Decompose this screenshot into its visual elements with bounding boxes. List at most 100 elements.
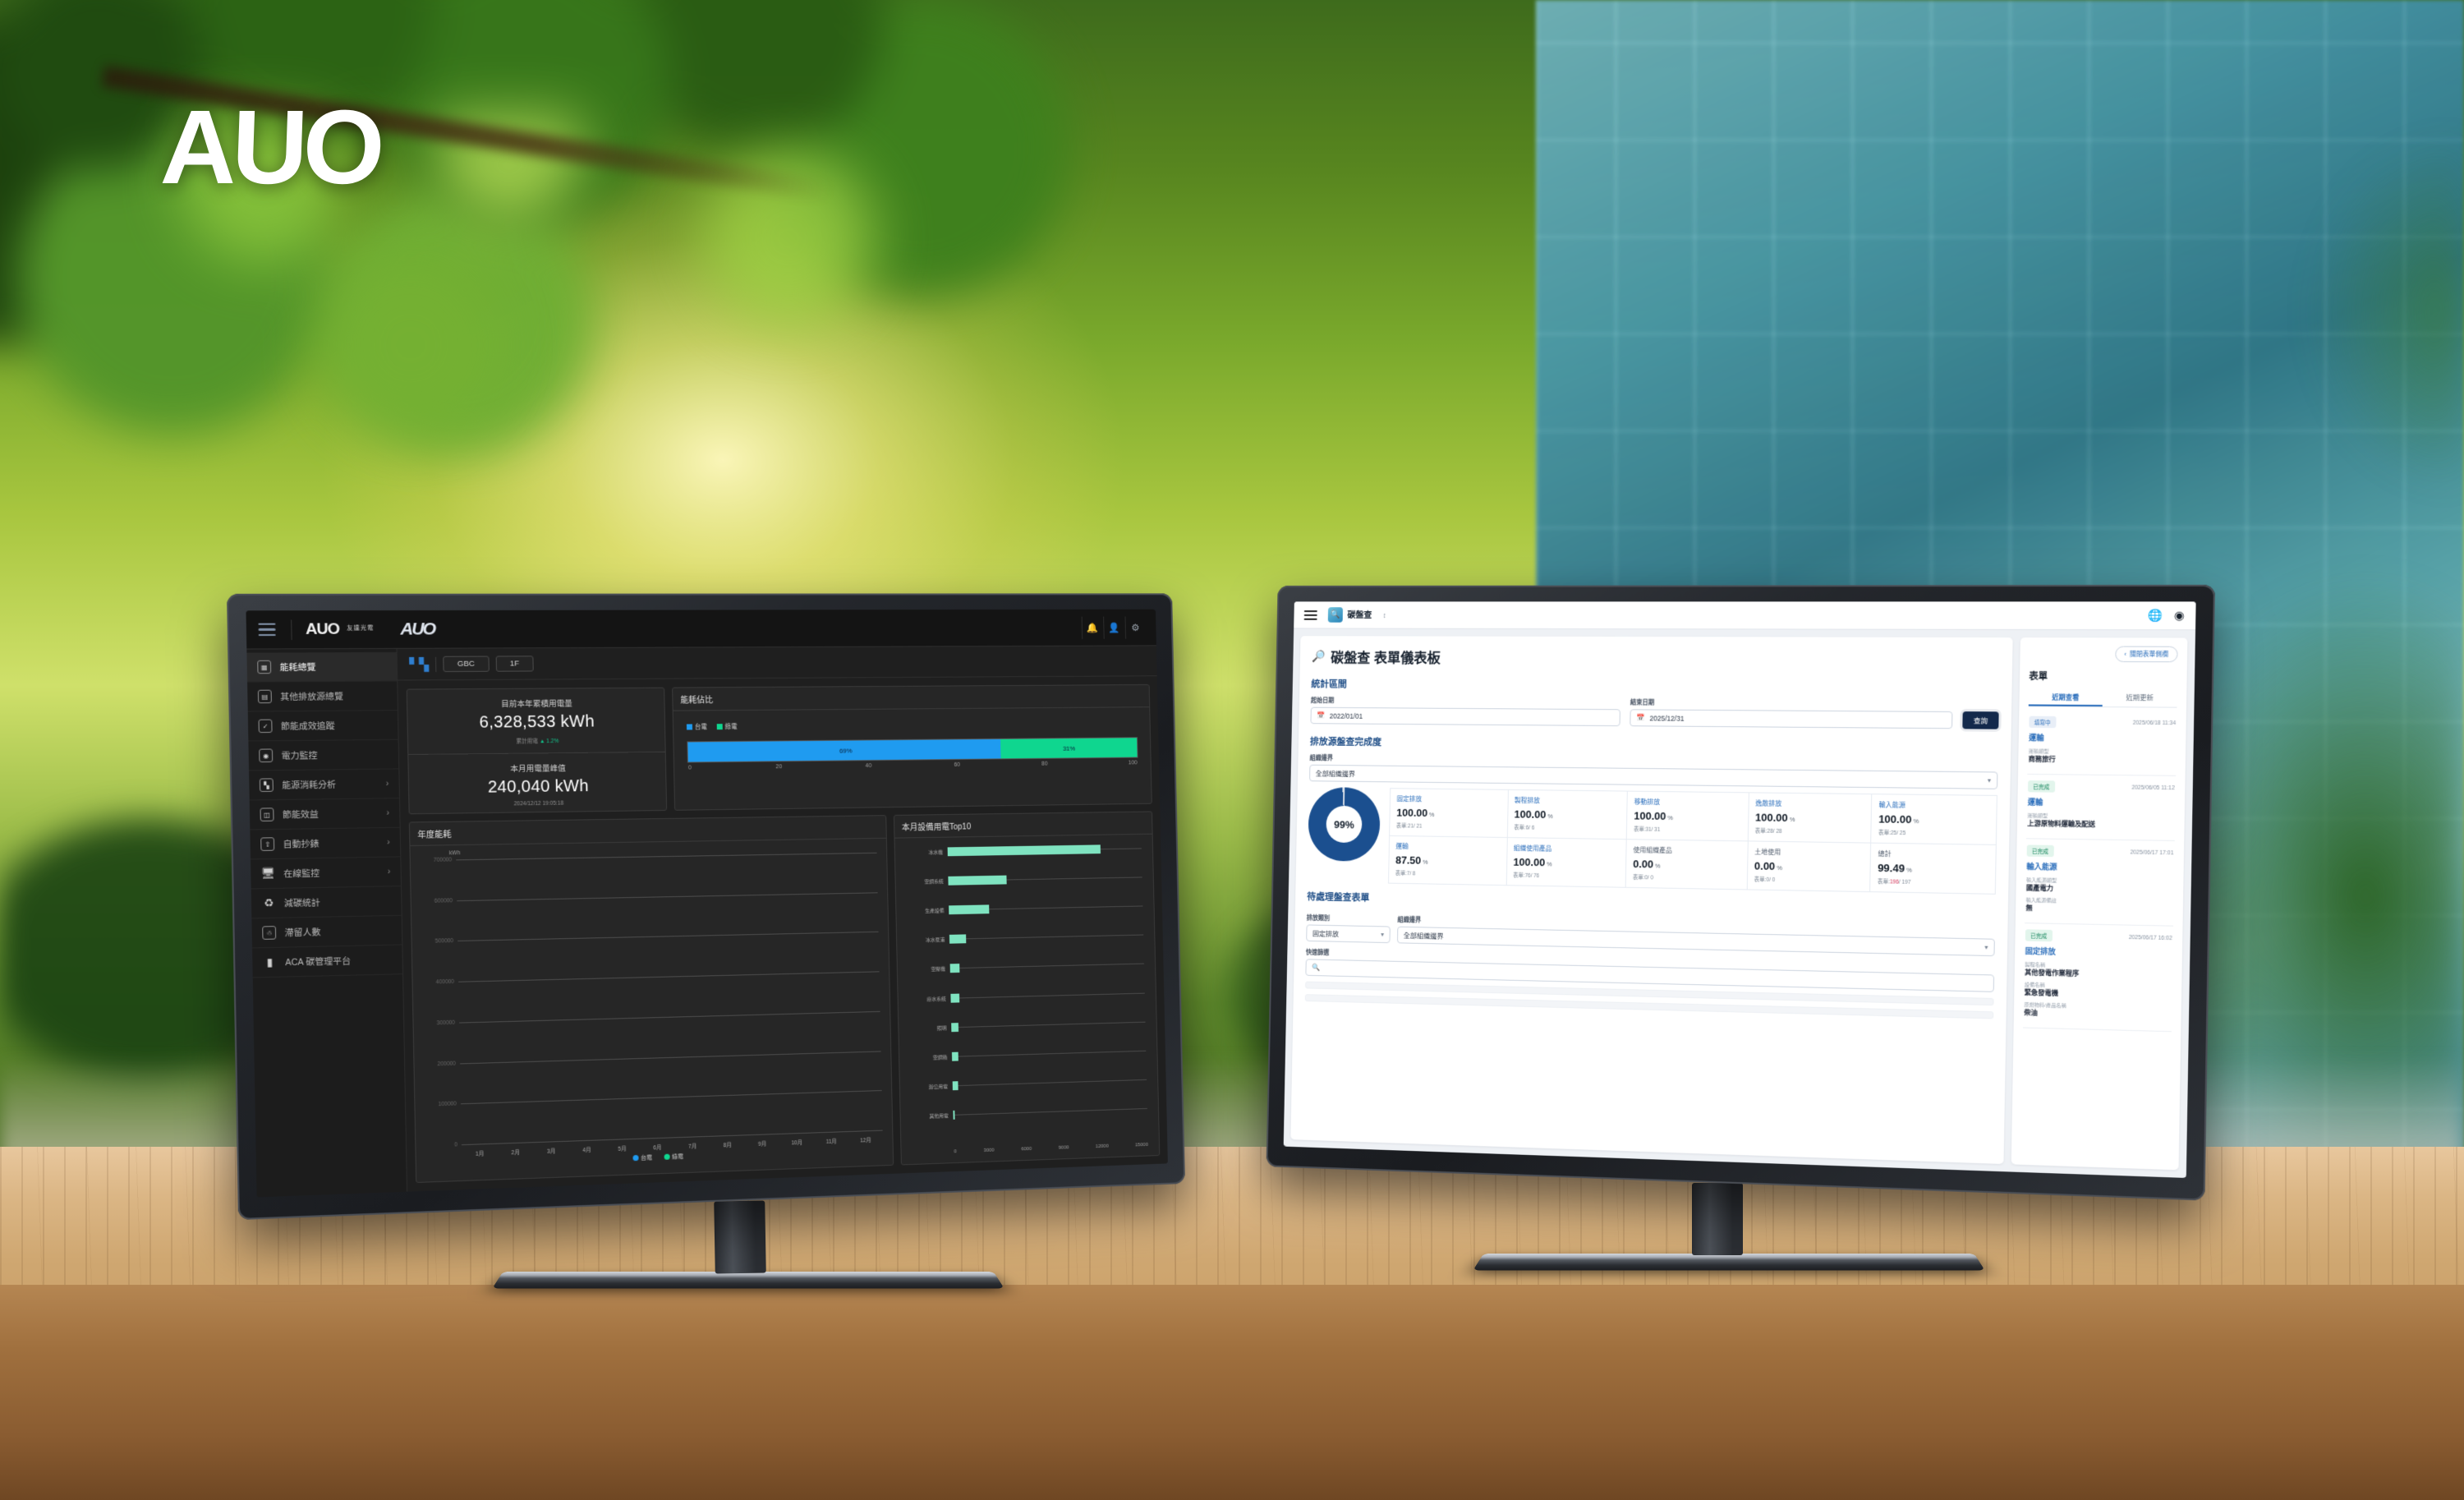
emission-category-select[interactable]: 固定排放 ▾	[1306, 924, 1391, 944]
annual-consumption-card: 年度能耗 kWh 0 100000 200000 300000 400000 500000…	[408, 815, 894, 1184]
tab-recent-updated[interactable]: 近期更新	[2126, 693, 2154, 702]
donut-value: 99%	[1333, 817, 1354, 831]
start-date-input[interactable]: 📅 2022/01/01	[1310, 706, 1620, 727]
h-bar-row: 冰水機	[929, 844, 1142, 877]
timestamp: 2025/06/18 11:34	[2132, 720, 2177, 726]
stat-count: 表單:6/ 6	[1514, 825, 1535, 831]
carbon-topbar: 🔍 碳盤查 ↕ 🌐 ◉	[1294, 601, 2196, 631]
sidebar-item-energy-overview[interactable]: ▦ 能耗總覽	[246, 651, 398, 683]
sidebar-item-aca-platform[interactable]: ▮ ACA 碳管理平台	[252, 945, 403, 978]
sidebar-item-occupancy[interactable]: ☃ 滯留人數	[251, 915, 402, 949]
h-bar	[949, 904, 990, 915]
list-item[interactable]: 已完成 2025/06/05 11:12 運輸 運輸類型 上游原物料運輸及配送	[2025, 774, 2177, 841]
left-monitor-stand-base	[492, 1271, 1004, 1289]
breadcrumb-floor[interactable]: 1F	[495, 656, 534, 672]
bar-group: 11月	[814, 1132, 848, 1145]
chevron-right-icon: ›	[387, 867, 391, 877]
globe-icon[interactable]: 🌐	[2147, 608, 2163, 622]
forms-side-panel: ‹ 關閉表單側欄 表單 近期查看 近期更新 填寫中 2025/06/18 11:3…	[2011, 637, 2188, 1171]
kpi-title: 本月用電量峰值	[510, 764, 566, 775]
stat-label: 運輸	[1395, 842, 1409, 850]
sidebar-item-carbon-reduction[interactable]: ♻ 減碳統計	[251, 886, 402, 919]
kpi-value: 240,040 kWh	[487, 776, 590, 797]
sidebar-item-power-monitor[interactable]: ◉ 電力監控	[248, 739, 399, 771]
breadcrumb-site[interactable]: GBC	[443, 656, 490, 673]
y-tick-label: 其他用電	[929, 1113, 949, 1120]
bell-icon[interactable]: 🔔	[1081, 616, 1102, 639]
user-icon[interactable]: 👤	[1103, 616, 1124, 639]
x-tick-label: 1月	[475, 1151, 485, 1157]
form-field: 原燃物料/產品名稱 柴油	[2024, 1001, 2171, 1021]
hamburger-icon[interactable]	[1303, 610, 1317, 620]
y-tick-label: 500000	[434, 937, 454, 945]
tab-recent-viewed[interactable]: 近期查看	[2029, 688, 2103, 706]
list-item[interactable]: 已完成 2025/06/17 16:02 固定排放 製程名稱 其他發電作業程序 設備名稱緊…	[2022, 923, 2173, 1033]
annual-plot-area: 0 100000 200000 300000 400000 500000 600000 700…	[434, 852, 883, 1157]
up-down-caret-icon[interactable]: ↕	[1382, 610, 1386, 619]
bar-group: 1月	[462, 1144, 498, 1157]
list-item[interactable]: 填寫中 2025/06/18 11:34 運輸 運輸類型 商務旅行	[2027, 710, 2177, 776]
x-tick-label: 15000	[1135, 1142, 1148, 1148]
form-field: 輸入能源類型 國產電力	[2026, 876, 2173, 895]
start-date-label: 起始日期	[1310, 697, 1335, 705]
chevron-left-icon: ‹	[2124, 650, 2126, 658]
bar-group: 12月	[848, 1130, 883, 1143]
sidebar-item-saving-tracking[interactable]: ✓ 節能成效追蹤	[247, 711, 398, 742]
table-icon: ▤	[257, 689, 272, 704]
hamburger-icon[interactable]	[258, 623, 276, 637]
h-bar	[952, 1080, 958, 1091]
timestamp: 2025/06/05 11:12	[2131, 785, 2175, 791]
end-date-label: 結束日期	[1630, 698, 1655, 706]
ems-dashboard: AUO 友達光電 AUO 🔔 👤 ⚙ ▦ 能耗總覽 ▤	[246, 609, 1168, 1198]
page-title: 🔎 碳盤查 表單儀表板	[1312, 646, 2000, 669]
h-bar	[948, 875, 1008, 886]
x-tick-label: 9月	[758, 1141, 767, 1148]
x-tick-label: 12000	[1095, 1143, 1109, 1150]
top10-plot-area: 冰水機 空調系統 生產設備 冰水泵浦 空壓機 廢水系統 照明 空調箱 辦公用電 其他用電	[924, 844, 1148, 1140]
x-tick-label: 7月	[688, 1143, 697, 1150]
sidebar-item-label: 在線監控	[283, 867, 320, 879]
end-date-input[interactable]: 📅 2025/12/31	[1630, 709, 1953, 729]
auo-logo: AUO	[159, 89, 382, 206]
x-tick-label: 0	[954, 1149, 957, 1155]
ems-topbar: AUO 友達光電 AUO 🔔 👤 ⚙	[246, 609, 1156, 650]
y-tick-label: 空調箱	[932, 1055, 948, 1061]
recycle-icon: ♻	[263, 896, 274, 909]
gridline	[952, 1050, 1147, 1057]
account-circle-icon[interactable]: ◉	[2173, 608, 2185, 623]
completion-donut-chart: 99%	[1308, 786, 1381, 862]
gear-icon[interactable]: ⚙	[1124, 615, 1146, 639]
sidebar-item-other-sources[interactable]: ▤ 其他排放源總覽	[247, 681, 398, 712]
query-button[interactable]: 查詢	[1962, 711, 1999, 729]
sidebar-item-auto-meter[interactable]: ⇧ 自動抄錶 ›	[250, 827, 401, 860]
ratio-segment-taipower: 69%	[687, 738, 1001, 762]
grid-icon: ▦	[257, 660, 272, 674]
y-tick-label: 冰水機	[928, 850, 944, 856]
sidebar-item-consumption-analysis[interactable]: ▚ 能源消耗分析 ›	[249, 769, 399, 801]
gridline	[949, 934, 1144, 941]
boundary-select[interactable]: 全部組織邊界 ▾	[1309, 764, 1998, 789]
date-range-row: 起始日期 📅 2022/01/01 結束日期 📅 2025/12/31	[1310, 696, 1999, 729]
sidebar-item-online-monitor[interactable]: 🖥 在線監控 ›	[251, 857, 401, 890]
sidebar-item-label: 自動抄錶	[283, 838, 319, 849]
stat-label: 使用組織產品	[1633, 846, 1672, 854]
stat-value: 100.00 %	[1634, 809, 1674, 822]
section-title-completion: 排放源盤查完成度	[1309, 737, 1382, 748]
sidebar-item-saving-benefit[interactable]: ◫ 節能效益 ›	[249, 798, 400, 831]
breadcrumb: ▘▚ GBC 1F	[397, 646, 1157, 681]
form-category: 運輸	[2029, 734, 2044, 743]
stat-count: 表單:28/ 28	[1754, 828, 1782, 835]
chevron-down-icon: ▾	[1381, 931, 1385, 939]
monitor-icon: 🖥	[260, 867, 276, 880]
sidebar-item-label: 滯留人數	[284, 927, 321, 938]
boundary-field: 組織邊界 全部組織邊界 ▾	[1309, 753, 1998, 789]
completion-stat-card: 組織使用產品 100.00 % 表單:76/ 76	[1506, 838, 1626, 887]
collapse-forms-panel-button[interactable]: ‹ 關閉表單側欄	[2114, 646, 2178, 663]
bar-series: 1月 2月 3月 4月 5月 6月 7月 8月 9月 10月 11月 12月	[456, 854, 883, 1157]
list-item[interactable]: 已完成 2025/06/17 17:01 輸入能源 輸入能源類型 國產電力 輸入能源備註無	[2025, 839, 2175, 927]
bar-group: 5月	[605, 1139, 640, 1153]
completion-stat-card: 輸入能源 100.00 % 表單:25/ 25	[1871, 794, 1997, 844]
meter-icon: ◉	[259, 748, 274, 763]
calendar-icon: 📅	[1636, 713, 1645, 722]
auo-wordmark: AUO	[305, 619, 340, 638]
